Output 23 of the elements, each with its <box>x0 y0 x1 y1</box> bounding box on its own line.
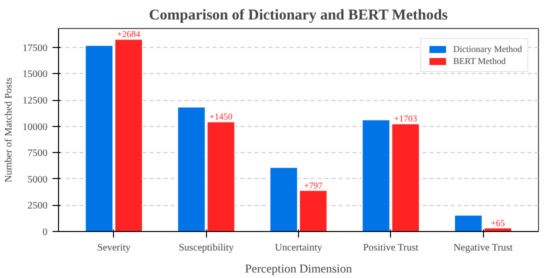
y-tick-label: 2500 <box>28 200 48 212</box>
x-tick-label: Susceptibility <box>178 242 234 254</box>
annotation: +797 <box>304 180 324 190</box>
annotation: +65 <box>490 218 506 228</box>
x-tick-label: Positive Trust <box>363 242 419 254</box>
legend-label: Dictionary Method <box>453 44 522 54</box>
y-tick-label: 17500 <box>22 42 48 54</box>
y-tick-label: 5000 <box>28 174 48 186</box>
y-tick-label: 10000 <box>22 122 48 133</box>
annotation: +2684 <box>117 29 141 40</box>
y-axis-title: Number of Matched Posts <box>4 78 14 182</box>
annotation: +1450 <box>209 112 233 122</box>
y-tick-label: 7500 <box>28 148 48 160</box>
x-axis-title: Perception Dimension <box>245 262 352 276</box>
chart-title: Comparison of Dictionary and BERT Methods <box>148 8 448 24</box>
y-tick-label: 12500 <box>22 96 48 107</box>
x-tick-label: Severity <box>97 242 131 254</box>
y-tick-label: 0 <box>42 227 48 238</box>
legend-label: BERT Method <box>453 56 506 66</box>
x-tick-label: Negative Trust <box>453 242 513 254</box>
annotation: +1703 <box>394 114 418 124</box>
y-tick-label: 15000 <box>22 69 48 80</box>
x-tick-label: Uncertainty <box>274 242 322 254</box>
